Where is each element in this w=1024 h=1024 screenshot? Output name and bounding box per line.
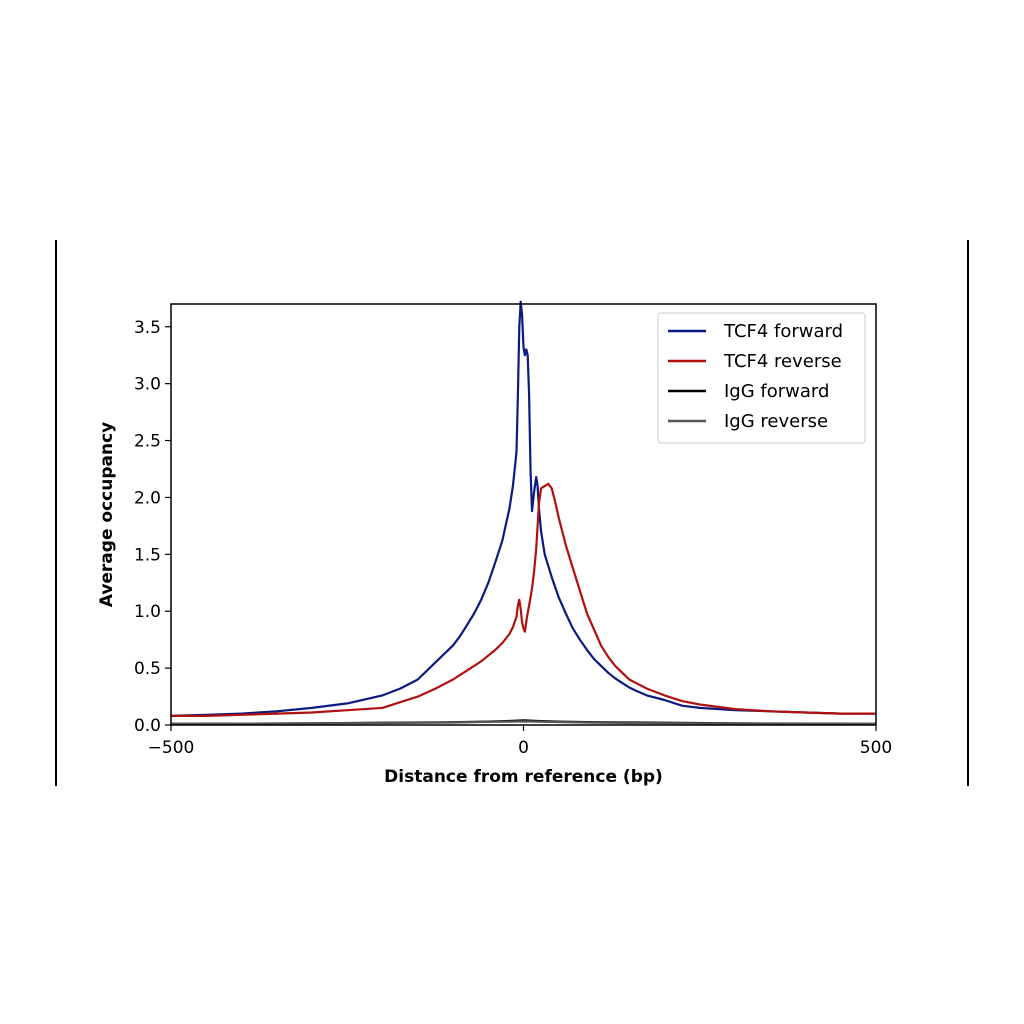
y-tick-label: 1.5 bbox=[134, 545, 161, 565]
y-axis: 0.0 0.5 1.0 1.5 2.0 2.5 3.0 3.5 bbox=[134, 318, 171, 736]
y-tick-label: 2.5 bbox=[134, 432, 161, 452]
y-tick-label: 0.0 bbox=[134, 716, 161, 736]
legend-label: TCF4 forward bbox=[723, 321, 843, 342]
x-axis: −500 0 500 bbox=[148, 725, 892, 758]
series-layer bbox=[170, 300, 877, 725]
legend-label: TCF4 reverse bbox=[723, 351, 842, 372]
legend: TCF4 forward TCF4 reverse IgG forward IgG r… bbox=[657, 312, 866, 444]
legend-box bbox=[657, 312, 866, 444]
plot-frame bbox=[170, 303, 877, 726]
legend-label: IgG reverse bbox=[724, 411, 828, 432]
series-line-tcf4-forward bbox=[170, 300, 876, 717]
x-tick-label: 0 bbox=[518, 738, 529, 758]
series-line-tcf4-reverse bbox=[171, 482, 876, 717]
y-tick-label: 0.5 bbox=[134, 659, 161, 679]
series-line-igg-reverse bbox=[170, 720, 877, 725]
legend-label: IgG forward bbox=[724, 381, 829, 402]
y-tick-label: 2.0 bbox=[134, 488, 161, 508]
y-tick-label: 3.5 bbox=[134, 318, 161, 338]
x-tick-label: 500 bbox=[860, 738, 892, 758]
y-axis-title: Average occupancy bbox=[97, 422, 117, 607]
x-axis-title: Distance from reference (bp) bbox=[384, 767, 663, 787]
x-tick-label: −500 bbox=[148, 738, 195, 758]
y-tick-label: 1.0 bbox=[134, 602, 161, 622]
y-tick-label: 3.0 bbox=[134, 375, 161, 395]
